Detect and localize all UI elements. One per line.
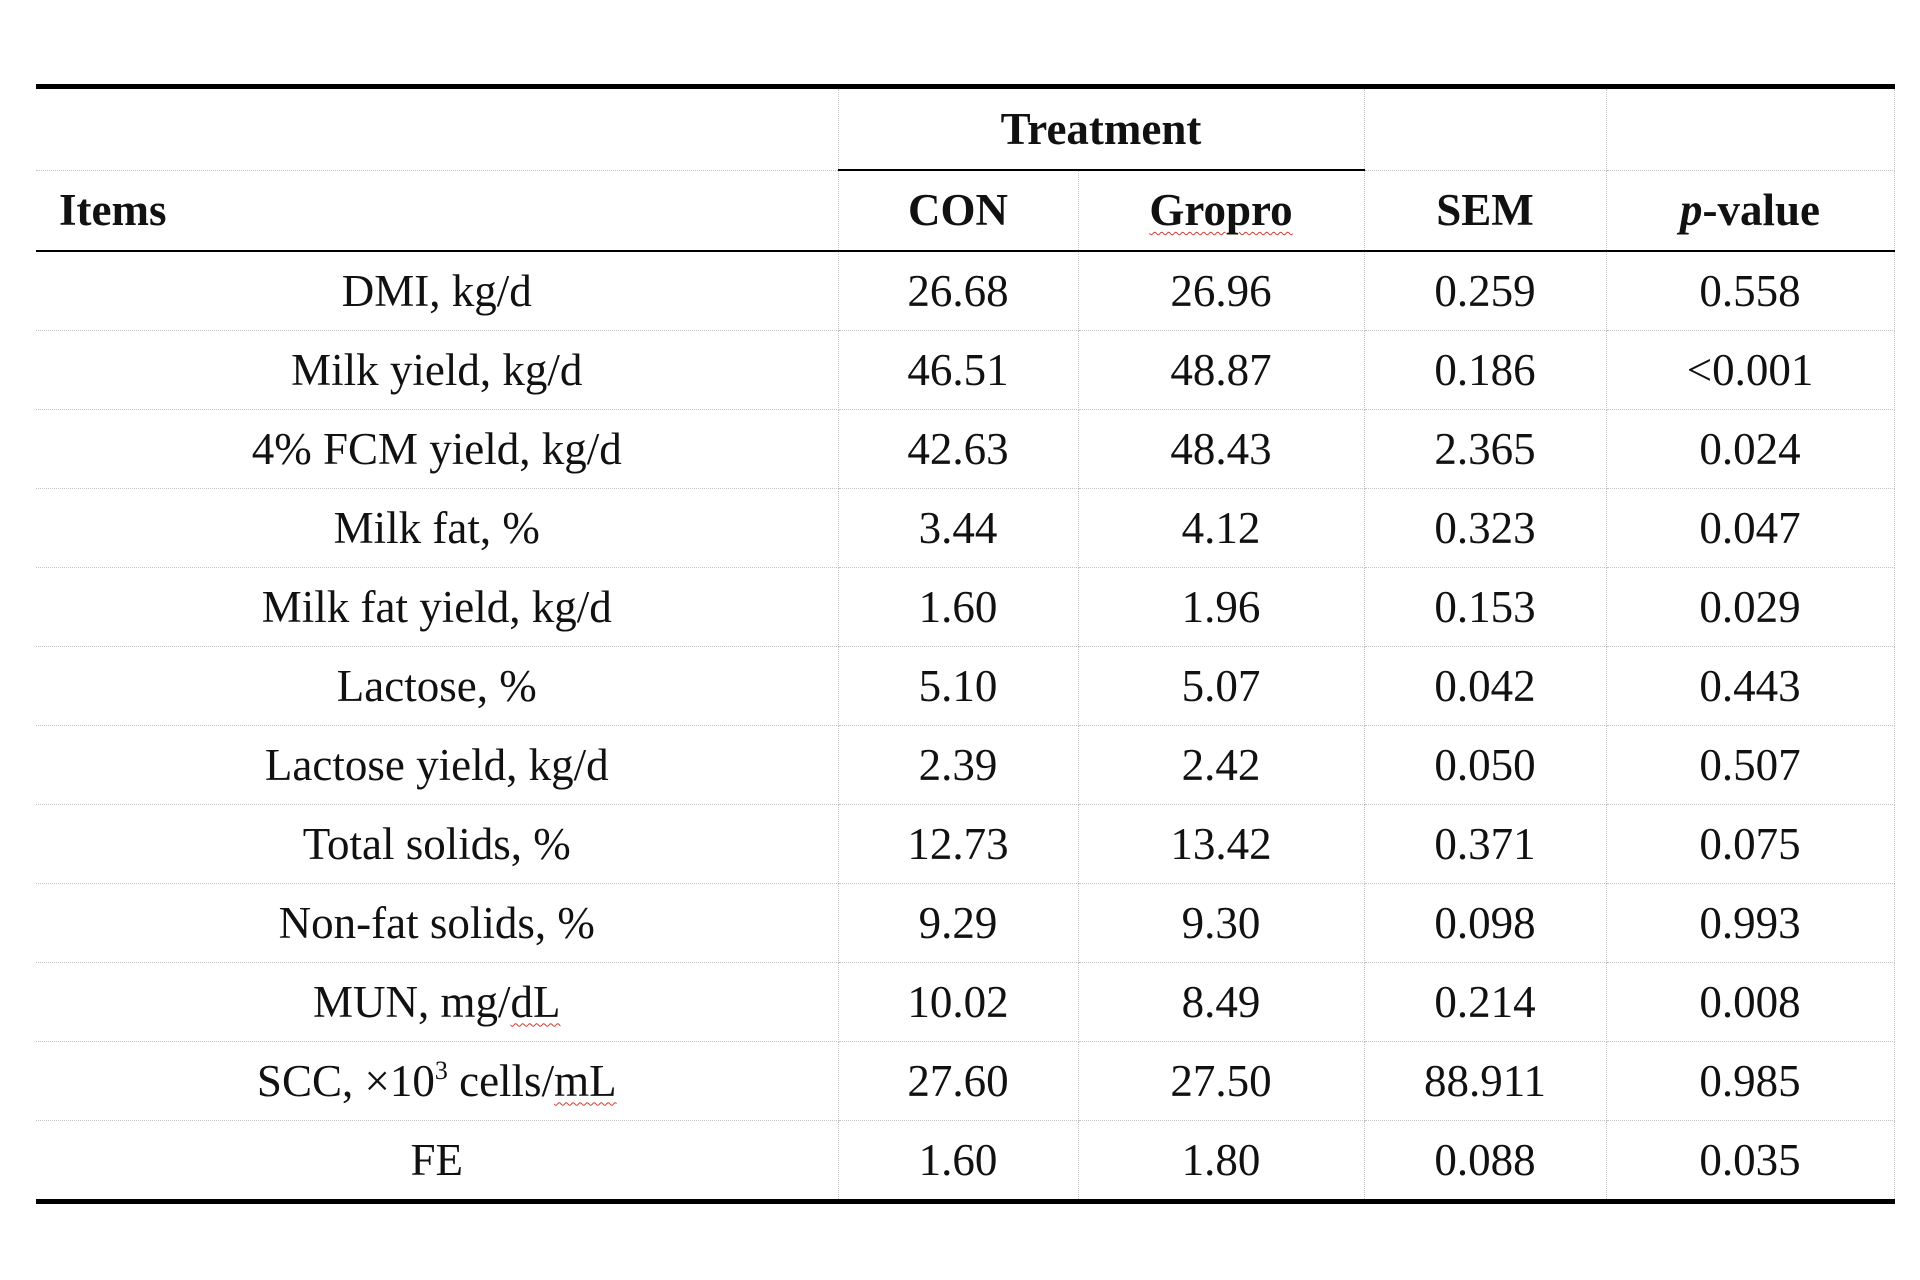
header-pvalue: p-value — [1605, 169, 1895, 252]
row-con: 1.60 — [837, 567, 1079, 647]
row-item-mid: cells/ — [447, 1055, 555, 1106]
header-gropro-text: Gropro — [1149, 185, 1293, 235]
header-treatment: Treatment — [837, 86, 1365, 171]
row-pvalue: 0.008 — [1605, 962, 1895, 1042]
row-item: SCC, ×103 cells/mL — [36, 1041, 839, 1121]
row-item: Milk fat, % — [36, 488, 839, 568]
row-item: Milk yield, kg/d — [36, 330, 839, 410]
row-con: 46.51 — [837, 330, 1079, 410]
table-row: SCC, ×103 cells/mL 27.60 27.50 88.911 0.… — [36, 1041, 1895, 1121]
row-sem: 0.323 — [1363, 488, 1607, 568]
row-gropro: 48.87 — [1077, 330, 1365, 410]
row-sem: 0.259 — [1363, 250, 1607, 331]
row-item: DMI, kg/d — [36, 250, 839, 331]
table-row: MUN, mg/dL 10.02 8.49 0.214 0.008 — [36, 962, 1895, 1042]
results-table-container: Treatment Items CON Gropro SEM p-value D… — [36, 84, 1895, 1204]
row-pvalue: 0.558 — [1605, 250, 1895, 331]
table-row: FE 1.60 1.80 0.088 0.035 — [36, 1120, 1895, 1202]
row-item-prefix: SCC, ×10 — [256, 1055, 435, 1106]
header-empty-cell — [1605, 86, 1895, 171]
table-row: Milk fat, % 3.44 4.12 0.323 0.047 — [36, 488, 1895, 568]
header-items: Items — [36, 169, 839, 252]
row-item: 4% FCM yield, kg/d — [36, 409, 839, 489]
row-pvalue: 0.507 — [1605, 725, 1895, 805]
row-con: 9.29 — [837, 883, 1079, 963]
row-con: 5.10 — [837, 646, 1079, 726]
row-con: 12.73 — [837, 804, 1079, 884]
table-row: Lactose, % 5.10 5.07 0.042 0.443 — [36, 646, 1895, 726]
row-gropro: 8.49 — [1077, 962, 1365, 1042]
row-pvalue: 0.024 — [1605, 409, 1895, 489]
row-item-unit: mL — [554, 1055, 617, 1106]
row-sem: 0.050 — [1363, 725, 1607, 805]
table-row: Lactose yield, kg/d 2.39 2.42 0.050 0.50… — [36, 725, 1895, 805]
row-pvalue: 0.993 — [1605, 883, 1895, 963]
row-gropro: 5.07 — [1077, 646, 1365, 726]
header-row-group: Treatment — [36, 86, 1895, 171]
row-sem: 0.088 — [1363, 1120, 1607, 1202]
row-item: FE — [36, 1120, 839, 1202]
results-table: Treatment Items CON Gropro SEM p-value D… — [36, 84, 1895, 1204]
row-pvalue: 0.035 — [1605, 1120, 1895, 1202]
row-con: 3.44 — [837, 488, 1079, 568]
row-gropro: 48.43 — [1077, 409, 1365, 489]
row-item: Milk fat yield, kg/d — [36, 567, 839, 647]
row-gropro: 26.96 — [1077, 250, 1365, 331]
header-row-columns: Items CON Gropro SEM p-value — [36, 169, 1895, 252]
row-sem: 0.042 — [1363, 646, 1607, 726]
row-pvalue: 0.029 — [1605, 567, 1895, 647]
row-con: 42.63 — [837, 409, 1079, 489]
row-gropro: 4.12 — [1077, 488, 1365, 568]
table-row: DMI, kg/d 26.68 26.96 0.259 0.558 — [36, 250, 1895, 331]
row-gropro: 9.30 — [1077, 883, 1365, 963]
row-item-prefix: MUN, mg/ — [312, 976, 511, 1027]
header-pvalue-suffix: -value — [1702, 184, 1821, 235]
row-item: MUN, mg/dL — [36, 962, 839, 1042]
row-pvalue: <0.001 — [1605, 330, 1895, 410]
row-item: Lactose, % — [36, 646, 839, 726]
row-item-unit: dL — [510, 976, 561, 1027]
row-pvalue: 0.443 — [1605, 646, 1895, 726]
table-row: Milk fat yield, kg/d 1.60 1.96 0.153 0.0… — [36, 567, 1895, 647]
row-con: 1.60 — [837, 1120, 1079, 1202]
row-pvalue: 0.075 — [1605, 804, 1895, 884]
table-row: Total solids, % 12.73 13.42 0.371 0.075 — [36, 804, 1895, 884]
row-sem: 2.365 — [1363, 409, 1607, 489]
row-pvalue: 0.985 — [1605, 1041, 1895, 1121]
row-sem: 0.186 — [1363, 330, 1607, 410]
row-gropro: 1.96 — [1077, 567, 1365, 647]
header-empty-cell — [36, 86, 839, 171]
header-empty-cell — [1363, 86, 1607, 171]
row-sem: 88.911 — [1363, 1041, 1607, 1121]
row-sem: 0.098 — [1363, 883, 1607, 963]
row-gropro: 27.50 — [1077, 1041, 1365, 1121]
row-gropro: 13.42 — [1077, 804, 1365, 884]
row-sem: 0.371 — [1363, 804, 1607, 884]
row-pvalue: 0.047 — [1605, 488, 1895, 568]
row-con: 2.39 — [837, 725, 1079, 805]
row-con: 26.68 — [837, 250, 1079, 331]
header-con: CON — [837, 169, 1079, 252]
table-row: 4% FCM yield, kg/d 42.63 48.43 2.365 0.0… — [36, 409, 1895, 489]
row-item: Non-fat solids, % — [36, 883, 839, 963]
row-item: Total solids, % — [36, 804, 839, 884]
header-pvalue-italic: p — [1680, 184, 1703, 235]
row-item: Lactose yield, kg/d — [36, 725, 839, 805]
row-sem: 0.214 — [1363, 962, 1607, 1042]
row-gropro: 2.42 — [1077, 725, 1365, 805]
row-con: 10.02 — [837, 962, 1079, 1042]
row-con: 27.60 — [837, 1041, 1079, 1121]
row-gropro: 1.80 — [1077, 1120, 1365, 1202]
header-sem: SEM — [1363, 169, 1607, 252]
row-sem: 0.153 — [1363, 567, 1607, 647]
table-row: Non-fat solids, % 9.29 9.30 0.098 0.993 — [36, 883, 1895, 963]
table-row: Milk yield, kg/d 46.51 48.87 0.186 <0.00… — [36, 330, 1895, 410]
row-item-superscript: 3 — [434, 1055, 448, 1085]
header-gropro: Gropro — [1077, 169, 1365, 252]
